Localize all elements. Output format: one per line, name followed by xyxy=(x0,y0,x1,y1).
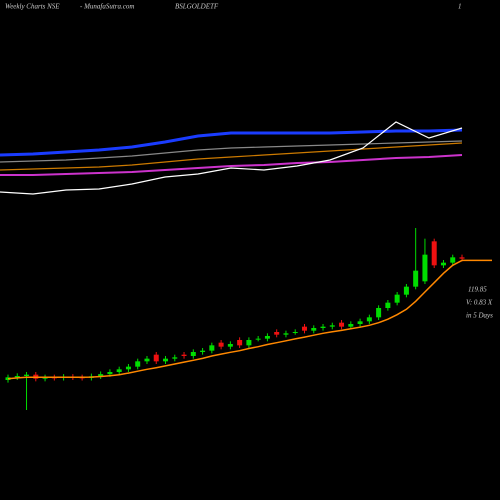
candle-body xyxy=(24,374,30,376)
candle-body xyxy=(385,302,391,308)
candle-body xyxy=(144,358,150,362)
candle-body xyxy=(255,338,261,340)
candle-body xyxy=(264,336,270,339)
candle-body xyxy=(125,366,131,370)
candle-body xyxy=(283,333,289,335)
candle-body xyxy=(116,369,122,372)
candle-body xyxy=(459,257,465,259)
annotation: in 5 Days xyxy=(466,312,493,320)
candle-body xyxy=(209,345,215,351)
candle-body xyxy=(181,354,187,356)
candle-body xyxy=(366,317,372,322)
symbol-label: BSLGOLDETF xyxy=(175,3,219,11)
candle-body xyxy=(403,286,409,295)
candle-body xyxy=(394,294,400,303)
indicator-line xyxy=(0,142,463,171)
source-label: - MunafaSutra.com xyxy=(80,3,134,11)
indicator-line xyxy=(0,140,463,163)
candle-body xyxy=(431,241,437,266)
annotation: V: 0.83 X xyxy=(466,299,493,307)
candle-body xyxy=(107,372,113,375)
candle-body xyxy=(246,340,252,346)
candle-body xyxy=(135,361,141,367)
candle-body xyxy=(348,324,354,327)
moving-average xyxy=(7,259,463,380)
candle-body xyxy=(172,357,178,359)
candle-body xyxy=(163,358,169,362)
candle-body xyxy=(357,321,363,324)
candle-body xyxy=(98,374,104,377)
candle-body xyxy=(153,354,159,362)
candle-body xyxy=(376,308,382,318)
candle-body xyxy=(200,350,206,352)
candle-body xyxy=(237,340,243,346)
candle-body xyxy=(329,325,335,327)
site-label: Weekly Charts NSE xyxy=(5,3,60,11)
indicator-line xyxy=(0,121,463,195)
candle-body xyxy=(422,254,428,282)
page-label: 1 xyxy=(458,3,462,11)
candle-body xyxy=(292,332,298,333)
candle-body xyxy=(450,257,456,263)
candle-body xyxy=(301,326,307,331)
candle-body xyxy=(339,322,345,327)
indicator-line xyxy=(0,154,463,176)
candle-body xyxy=(218,342,224,347)
candle-body xyxy=(227,344,233,347)
last-value-label: 119.85 xyxy=(468,286,487,294)
candle-body xyxy=(311,328,317,331)
candle-body xyxy=(14,376,20,378)
candle-body xyxy=(440,262,446,266)
candle-body xyxy=(190,352,196,356)
candle-body xyxy=(413,270,419,287)
candle-body xyxy=(320,326,326,328)
candle-body xyxy=(274,332,280,335)
